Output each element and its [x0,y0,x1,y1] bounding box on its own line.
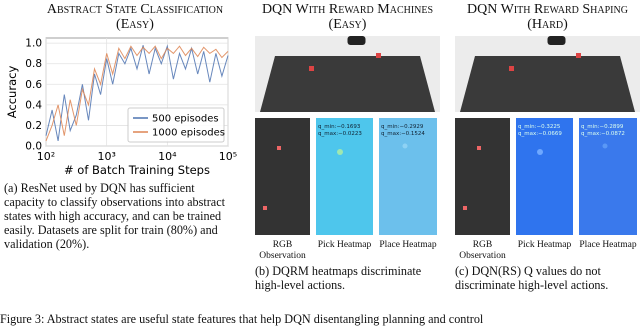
image-label: Place Heatmap [379,240,437,250]
heatmap-spot [337,149,343,155]
panel-caption: (c) DQN(RS) Q values do not discriminate… [455,264,609,292]
chart: 0.0 0.2 0.4 0.6 0.8 1.0 10² 10³ 10⁴ 10⁵ # of Batch… [5,37,237,176]
y-tick-label: 1.0 [25,38,42,50]
robot-gripper [347,36,366,45]
scene-block [477,146,481,150]
y-tick-label: 0.2 [25,120,42,132]
observation-image [516,118,573,235]
scene-block [309,66,314,71]
q-min-text: q_min:−0.2899 [581,124,624,130]
scene-block [509,66,514,71]
legend-label: 1000 episodes [152,128,225,139]
series-line [45,44,229,141]
scene-block [463,206,467,210]
observation-image [455,118,510,235]
scene-table [460,56,635,112]
y-tick-label: 0.0 [25,141,42,153]
scene-block [277,146,281,150]
q-min-text: q_min:−0.2929 [381,124,424,130]
q-max-text: q_max:−0.0223 [318,131,362,137]
scene-block [263,206,267,210]
panel-images [255,36,440,235]
observation-image [379,118,437,235]
observation-image [255,118,310,235]
q-max-text: q_max:−0.0872 [581,131,625,137]
x-tick-label: 10⁵ [219,150,237,163]
y-axis-label: Accuracy [5,66,19,119]
image-label: Pick Heatmap [517,240,572,250]
chart-title: Abstract State Classification (Easy) [46,2,224,32]
caption-a: (a) ResNet used by DQN has sufficient ca… [4,181,225,251]
scene-block [376,53,381,58]
y-tick-label: 0.4 [25,99,42,111]
series-line [45,45,229,142]
x-axis-label: # of Batch Training Steps [64,163,210,176]
legend-box [127,107,225,143]
y-tick-label: 0.8 [25,58,42,70]
heatmap-spot [537,149,543,155]
heatmap-spot [602,143,608,149]
heatmap-spot [402,143,408,149]
image-label: Pick Heatmap [317,240,372,250]
panel-title: DQN With Reward Machines (Easy) [261,2,434,32]
panel-caption: (b) DQRM heatmaps discriminate high-leve… [255,264,422,292]
panel-images [455,36,640,235]
scene-block [576,53,581,58]
q-min-text: q_min:−0.1693 [318,124,361,130]
image-label: RGB Observation [259,240,306,261]
image-label: Place Heatmap [579,240,637,250]
q-max-text: q_max:−0.1524 [381,131,425,137]
q-min-text: q_min:−0.3225 [518,124,561,130]
figure-caption: Figure 3: Abstract states are useful sta… [0,312,484,326]
observation-image [316,118,373,235]
q-max-text: q_max:−0.0669 [518,131,562,137]
legend-label: 500 episodes [152,114,219,125]
x-tick-label: 10² [37,150,55,163]
robot-gripper [547,36,566,45]
scene-table [260,56,435,112]
observation-image [579,118,637,235]
y-tick-label: 0.6 [25,79,42,91]
x-tick-label: 10³ [97,150,115,163]
image-label: RGB Observation [459,240,506,261]
x-tick-label: 10⁴ [158,150,177,163]
panel-title: DQN With Reward Shaping (Hard) [467,2,628,32]
